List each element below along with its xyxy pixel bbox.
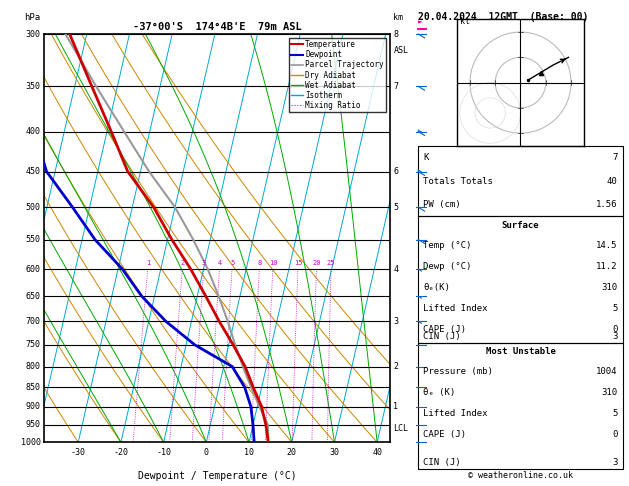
Text: 11.2: 11.2 — [596, 262, 618, 271]
Text: Lifted Index: Lifted Index — [423, 409, 488, 418]
Text: hPa: hPa — [25, 13, 40, 22]
Text: 1004: 1004 — [596, 367, 618, 376]
Text: 15: 15 — [294, 260, 303, 266]
Text: 1: 1 — [394, 402, 398, 411]
Text: 900: 900 — [26, 402, 40, 411]
Text: 8: 8 — [394, 30, 398, 38]
Text: 30: 30 — [330, 449, 340, 457]
Text: -30: -30 — [70, 449, 86, 457]
Legend: Temperature, Dewpoint, Parcel Trajectory, Dry Adiabat, Wet Adiabat, Isotherm, Mi: Temperature, Dewpoint, Parcel Trajectory… — [289, 38, 386, 112]
Text: 10: 10 — [269, 260, 277, 266]
Text: 350: 350 — [26, 82, 40, 91]
Text: 7: 7 — [612, 154, 618, 162]
Text: 3: 3 — [202, 260, 206, 266]
Text: 40: 40 — [372, 449, 382, 457]
Text: 400: 400 — [26, 127, 40, 136]
Text: kt: kt — [460, 17, 470, 27]
Text: 1.56: 1.56 — [596, 200, 618, 209]
Text: CAPE (J): CAPE (J) — [423, 430, 466, 439]
Text: 950: 950 — [26, 420, 40, 429]
Text: Temp (°C): Temp (°C) — [423, 241, 472, 250]
Text: 500: 500 — [26, 203, 40, 212]
Text: 2: 2 — [181, 260, 185, 266]
Text: 6: 6 — [394, 167, 398, 176]
Text: -10: -10 — [156, 449, 171, 457]
Text: 5: 5 — [230, 260, 235, 266]
Text: 300: 300 — [26, 30, 40, 38]
Text: Pressure (mb): Pressure (mb) — [423, 367, 493, 376]
Text: 1000: 1000 — [21, 438, 40, 447]
Text: LCL: LCL — [394, 424, 408, 433]
Text: 1: 1 — [146, 260, 150, 266]
Text: 4: 4 — [218, 260, 222, 266]
Text: Dewp (°C): Dewp (°C) — [423, 262, 472, 271]
Text: θₑ (K): θₑ (K) — [423, 388, 455, 397]
Text: 550: 550 — [26, 235, 40, 244]
Text: PW (cm): PW (cm) — [423, 200, 461, 209]
Text: CIN (J): CIN (J) — [423, 458, 461, 467]
Text: 0: 0 — [204, 449, 209, 457]
Text: 850: 850 — [26, 382, 40, 392]
Text: 5: 5 — [612, 304, 618, 312]
Text: ►: ► — [418, 17, 423, 27]
Text: 0: 0 — [612, 430, 618, 439]
Text: 10: 10 — [244, 449, 254, 457]
Text: 0: 0 — [612, 325, 618, 333]
Text: 800: 800 — [26, 362, 40, 371]
Text: 3: 3 — [612, 332, 618, 341]
Text: 20: 20 — [287, 449, 297, 457]
Text: ASL: ASL — [394, 46, 408, 55]
Text: θₑ(K): θₑ(K) — [423, 283, 450, 292]
Text: 5: 5 — [612, 409, 618, 418]
Text: 25: 25 — [327, 260, 335, 266]
Text: Dewpoint / Temperature (°C): Dewpoint / Temperature (°C) — [138, 471, 296, 482]
Text: 310: 310 — [601, 283, 618, 292]
Text: 40: 40 — [607, 177, 618, 186]
Text: 750: 750 — [26, 340, 40, 349]
Text: Totals Totals: Totals Totals — [423, 177, 493, 186]
Text: 700: 700 — [26, 317, 40, 326]
Text: CAPE (J): CAPE (J) — [423, 325, 466, 333]
Text: © weatheronline.co.uk: © weatheronline.co.uk — [468, 471, 573, 480]
Text: 8: 8 — [257, 260, 262, 266]
Text: Surface: Surface — [502, 221, 539, 229]
Text: 4: 4 — [394, 264, 398, 274]
Text: km: km — [394, 13, 403, 22]
Text: Lifted Index: Lifted Index — [423, 304, 488, 312]
Text: 14.5: 14.5 — [596, 241, 618, 250]
Text: 450: 450 — [26, 167, 40, 176]
Text: 5: 5 — [394, 203, 398, 212]
Text: 650: 650 — [26, 292, 40, 301]
Text: 3: 3 — [394, 317, 398, 326]
Text: 600: 600 — [26, 264, 40, 274]
Text: 7: 7 — [394, 82, 398, 91]
Text: CIN (J): CIN (J) — [423, 332, 461, 341]
Text: -20: -20 — [113, 449, 128, 457]
Text: 3: 3 — [612, 458, 618, 467]
Text: Most Unstable: Most Unstable — [486, 347, 555, 356]
Text: K: K — [423, 154, 429, 162]
Text: 20: 20 — [313, 260, 321, 266]
Text: 20.04.2024  12GMT  (Base: 00): 20.04.2024 12GMT (Base: 00) — [418, 12, 589, 22]
Text: 310: 310 — [601, 388, 618, 397]
Text: 2: 2 — [394, 362, 398, 371]
Title: -37°00'S  174°4B'E  79m ASL: -37°00'S 174°4B'E 79m ASL — [133, 22, 301, 32]
